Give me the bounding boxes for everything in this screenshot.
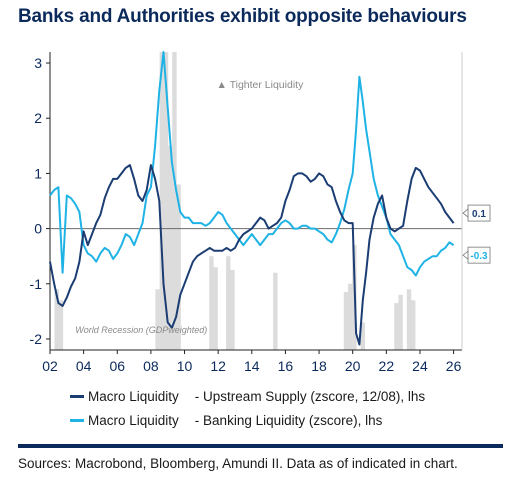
chart-title: Banks and Authorities exhibit opposite b… xyxy=(18,6,467,27)
legend-series-label: Macro Liquidity xyxy=(88,412,179,428)
end-value-tag: 0.1 xyxy=(462,204,491,222)
axis-frame xyxy=(46,52,463,354)
series-line-upstream xyxy=(49,164,455,346)
y-tick-label: 2 xyxy=(34,110,42,126)
recession-bar xyxy=(58,300,64,350)
tighter-liquidity-annotation: ▲ Tighter Liquidity xyxy=(216,79,304,91)
recession-bar xyxy=(343,292,349,350)
series-lines xyxy=(49,51,455,346)
y-tick-label: -2 xyxy=(30,331,43,347)
x-tick-label: 26 xyxy=(446,358,462,374)
recession-bar xyxy=(213,267,218,350)
recession-bar xyxy=(398,294,403,350)
recession-bar xyxy=(54,289,59,350)
recession-bar xyxy=(155,289,160,350)
x-tick-label: 20 xyxy=(345,358,361,374)
y-tick-label: 0 xyxy=(34,221,42,237)
x-tick-label: 04 xyxy=(76,358,92,374)
recession-bar xyxy=(159,52,165,350)
x-tick-label: 10 xyxy=(177,358,193,374)
y-tick-label: -1 xyxy=(30,276,43,292)
x-tick-label: 18 xyxy=(311,358,327,374)
y-tick-label: 3 xyxy=(34,55,42,71)
x-tick-label: 24 xyxy=(412,358,428,374)
y-tick-label: 1 xyxy=(34,165,42,181)
recession-bar xyxy=(172,52,177,350)
sources-note: Sources: Macrobond, Bloomberg, Amundi II… xyxy=(18,456,458,471)
recession-bar xyxy=(394,303,399,350)
recession-bar xyxy=(176,184,181,350)
recession-bar xyxy=(168,145,173,350)
x-tick-label: 08 xyxy=(143,358,159,374)
x-tick-label: 22 xyxy=(379,358,395,374)
recession-bar xyxy=(273,272,278,350)
recession-bar xyxy=(411,300,416,350)
legend-item-banking: Macro Liquidity - Banking Liquidity (zsc… xyxy=(70,408,425,432)
recession-bar xyxy=(230,269,235,350)
recession-bar xyxy=(360,322,365,350)
recession-bar xyxy=(209,256,214,350)
x-tick-label: 12 xyxy=(210,358,226,374)
legend-swatch-banking xyxy=(70,418,84,422)
x-tick-label: 02 xyxy=(42,358,58,374)
recession-bar xyxy=(406,289,412,350)
legend-series-label: Macro Liquidity xyxy=(88,388,179,404)
legend-item-upstream: Macro Liquidity - Upstream Supply (zscor… xyxy=(70,384,425,408)
x-tick-label: 06 xyxy=(109,358,125,374)
end-value-text: -0.3 xyxy=(470,251,488,262)
legend: Macro Liquidity - Upstream Supply (zscor… xyxy=(70,384,425,432)
recession-bar xyxy=(163,52,169,350)
x-tick-label: 14 xyxy=(244,358,260,374)
end-value-tag: -0.3 xyxy=(462,246,491,264)
x-tick-label: 16 xyxy=(278,358,294,374)
recession-bar xyxy=(226,256,231,350)
divider-rule xyxy=(18,444,503,448)
recession-annotation: World Recession (GDPweighted) xyxy=(75,325,207,335)
legend-desc-label: - Upstream Supply (zscore, 12/08), lhs xyxy=(194,388,426,404)
end-value-labels: 0.1 -0.3 xyxy=(462,204,491,264)
recession-bars xyxy=(54,52,416,350)
legend-desc-label: - Banking Liquidity (zscore), lhs xyxy=(194,412,383,428)
end-value-text: 0.1 xyxy=(472,209,486,220)
legend-swatch-upstream xyxy=(70,394,84,398)
recession-bar xyxy=(347,283,353,350)
